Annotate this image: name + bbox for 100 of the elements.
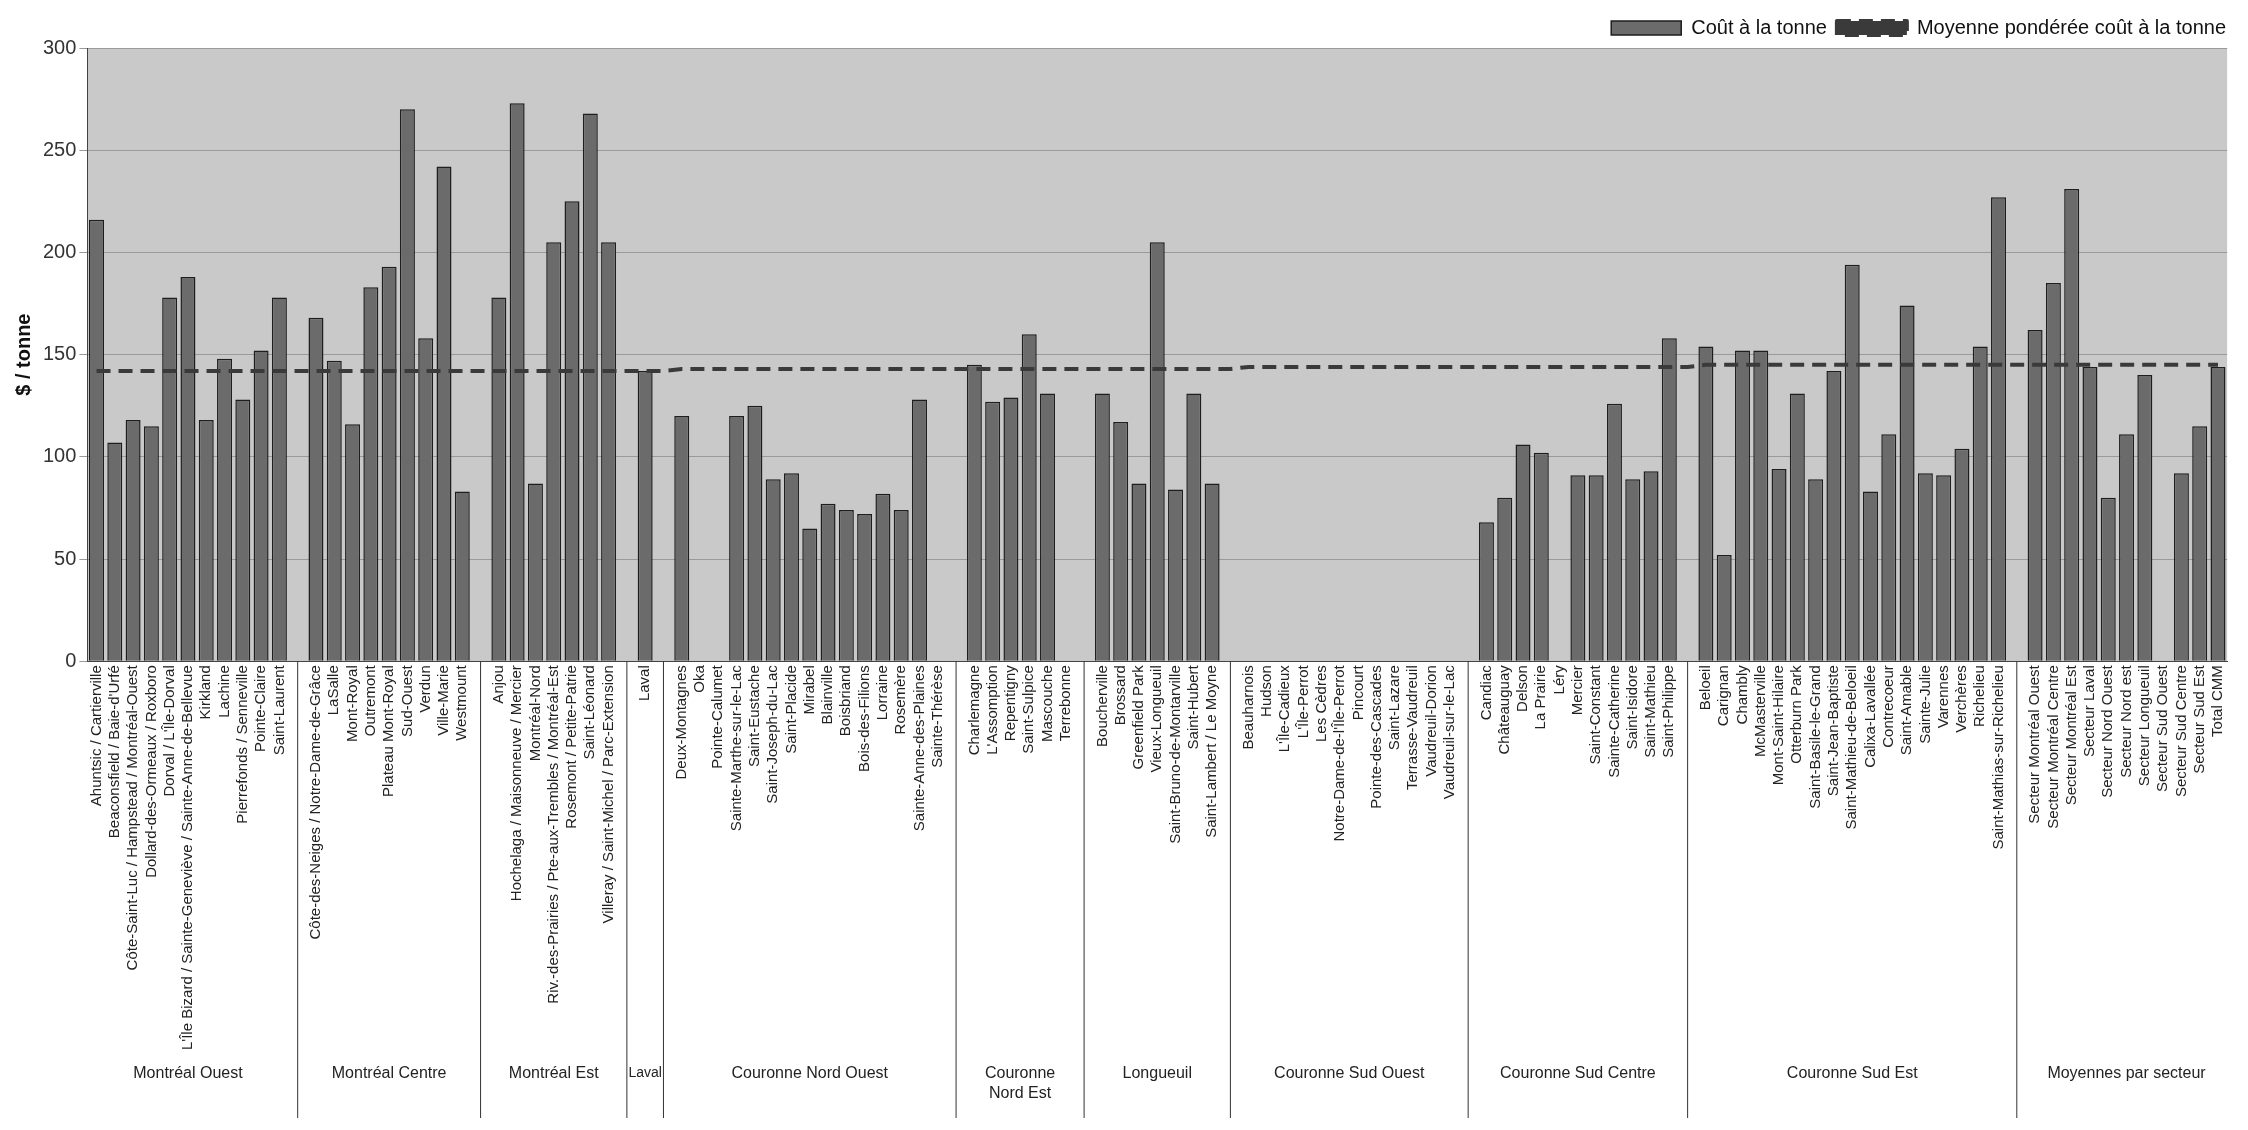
x-tick-label: Saint-Mathieu (1641, 665, 1659, 758)
x-tick-label: Deux-Montagnes (671, 665, 689, 780)
text: Laval (628, 1063, 662, 1080)
x-tick-label: Les Cèdres (1311, 665, 1329, 742)
x-tick-label: Secteur Sud Est (2189, 664, 2207, 774)
x-tick-label: Kirkland (196, 665, 214, 720)
x-tick-label: Dollard-des-Ormeaux / Roxboro (141, 665, 159, 878)
x-tick-label: Delson (1513, 665, 1531, 712)
x-tick-label: Boucherville (1092, 665, 1110, 747)
x-tick-label: Secteur Laval (2080, 665, 2098, 757)
x-tick-label: Charlemagne (964, 665, 982, 756)
x-tick-label: Anjou (489, 665, 506, 704)
x-tick-label: Candiac (1476, 664, 1494, 721)
x-tick-label: Chambly (1732, 664, 1750, 725)
x-tick-label: Saint-Joseph-du-Lac (763, 664, 781, 804)
x-tick-label: Pierrefonds / Senneville (232, 665, 250, 824)
x-tick-label: Otterburn Park (1787, 664, 1805, 764)
x-tick-label: Mascouche (1037, 665, 1055, 742)
x-tick-label: Côte-Saint-Luc / Hampstead / Montréal-Ouest (123, 664, 141, 971)
y-tick-label: 150 (42, 342, 77, 365)
x-tick-label: Saint-Constant (1586, 664, 1604, 765)
x-tick-label: Laval (635, 665, 653, 702)
x-tick-label: Bois-des-Filions (854, 665, 872, 772)
x-tick-label: Secteur Montréal Est (2061, 664, 2079, 806)
y-tick-label: 100 (42, 444, 77, 467)
y-tick-label: 250 (42, 137, 77, 160)
x-tick-label: Sainte-Anne-des-Plaines (909, 665, 927, 832)
x-tick-label: L'Assomption (982, 665, 1000, 755)
x-tick-label: L'Île-Cadieux (1275, 664, 1293, 753)
x-tick-label: Varennes (1933, 665, 1951, 729)
x-tick-label: Saint-Bruno-de-Montarville (1165, 665, 1183, 844)
x-tick-label: Lorraine (873, 665, 891, 721)
x-tick-label: Calixa-Lavallée (1860, 665, 1878, 768)
x-tick-label: Richelieu (1970, 665, 1988, 727)
x-tick-label: Blainville (818, 665, 836, 725)
x-tick-label: La Prairie (1531, 665, 1549, 730)
x-tick-label: Saint-Lambert / Le Moyne (1202, 665, 1220, 838)
x-tick-label: Plateau Mont-Royal (379, 665, 397, 797)
x-tick-label: Saint-Mathieu-de-Beloeil (1842, 665, 1860, 830)
x-tick-label: Villeray / Saint-Michel / Parc-Extension (598, 665, 616, 924)
x-tick-label: Sainte-Thérèse (927, 665, 945, 768)
x-tick-label: Rosemère (891, 665, 909, 735)
x-tick-label: Beaconsfield / Baie-d'Urfé (104, 665, 122, 839)
x-tick-label: Terrasse-Vaudreuil (1403, 665, 1421, 791)
x-tick-label: Mont-Saint-Hilaire (1769, 665, 1787, 786)
text: Couronne Nord Ouest (731, 1064, 889, 1082)
x-tick-label: Boisbriand (836, 665, 854, 737)
x-tick-label: Total CMM (2208, 665, 2226, 737)
x-tick-label: Secteur Nord Ouest (2098, 664, 2116, 798)
x-tick-label: Saint-Philippe (1659, 665, 1677, 758)
text: Montréal Centre (331, 1064, 447, 1082)
text: Moyennes par secteur (2047, 1064, 2207, 1082)
text: Couronne Sud Est (1786, 1064, 1919, 1082)
x-tick-label: Sainte-Marthe-sur-le-Lac (726, 664, 744, 832)
x-tick-label: Saint-Sulpice (1019, 665, 1037, 754)
x-tick-label: Pointe-des-Cascades (1366, 665, 1384, 809)
x-tick-label: Pincourt (1348, 664, 1366, 721)
x-tick-label: Saint-Amable (1897, 665, 1915, 756)
x-tick-label: Brossard (1110, 665, 1128, 726)
legend-label: Moyenne pondérée coût à la tonne (1916, 15, 2226, 38)
x-tick-label: Repentigny (1001, 664, 1019, 742)
x-tick-label: Châteauguay (1494, 664, 1512, 755)
x-tick-label: LaSalle (324, 665, 342, 716)
x-tick-label: Terrebonne (1055, 665, 1073, 742)
y-axis-title: $ / tonne (11, 313, 34, 396)
x-tick-label: Saint-Basile-le-Grand (1805, 665, 1823, 809)
x-tick-label: Vieux-Longueuil (1147, 665, 1165, 773)
x-tick-label: Westmount (452, 664, 470, 741)
x-tick-label: McMasterville (1750, 665, 1768, 757)
x-tick-label: Beauharnois (1238, 665, 1256, 750)
x-tick-label: Greenfield Park (1129, 664, 1147, 770)
x-tick-label: Dorval / L'Île-Dorval (159, 665, 177, 797)
y-tick-label: 50 (54, 546, 77, 569)
text: Longueuil (1122, 1064, 1192, 1082)
x-tick-label: Secteur Montréal Centre (2043, 665, 2061, 829)
x-tick-label: Sainte-Julie (1915, 665, 1933, 744)
x-tick-label: Saint-Hubert (1183, 664, 1201, 750)
x-tick-label: Notre-Dame-de-l'Île-Perrot (1330, 664, 1348, 842)
x-tick-label: Carignan (1714, 665, 1732, 727)
x-tick-label: Secteur Sud Ouest (2153, 664, 2171, 792)
y-tick-label: 300 (42, 35, 77, 58)
x-tick-label: L'Île-Perrot (1293, 664, 1311, 739)
x-tick-label: Lachine (214, 665, 232, 718)
x-tick-label: Ville-Marie (434, 665, 452, 736)
x-tick-label: Secteur Longueuil (2134, 665, 2152, 787)
x-tick-label: Pointe-Claire (251, 665, 269, 752)
x-tick-label: Secteur Nord est (2116, 664, 2134, 778)
x-tick-label: Saint-Placide (781, 665, 799, 754)
x-tick-label: Secteur Sud Centre (2171, 665, 2189, 797)
x-tick-label: Saint-Isidore (1622, 665, 1640, 750)
y-tick-label: 0 (65, 648, 77, 671)
x-tick-label: Montréal-Nord (525, 665, 543, 762)
x-tick-label: Hochelaga / Maisonneuve / Mercier (507, 665, 525, 902)
text: Couronne Sud Ouest (1274, 1064, 1425, 1082)
x-tick-label: Secteur Montréal Ouest (2025, 664, 2043, 824)
x-tick-label: Hudson (1257, 665, 1275, 717)
x-tick-label: Saint-Laurent (269, 664, 287, 756)
x-tick-label: Sainte-Catherine (1604, 665, 1622, 778)
text: Couronne Nord Est (984, 1064, 1056, 1102)
x-tick-label: Vaudreuil-sur-le-Lac (1440, 664, 1458, 800)
